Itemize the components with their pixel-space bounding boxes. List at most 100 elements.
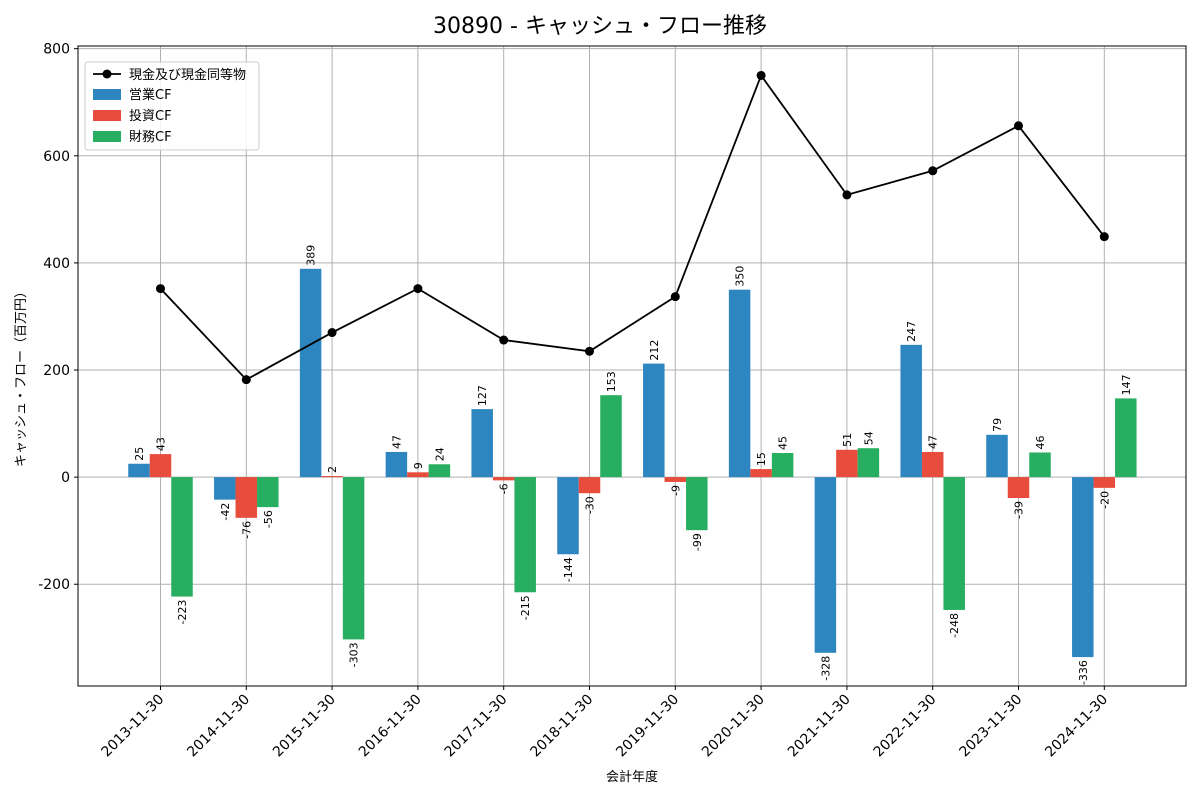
bar-財務CF	[600, 395, 622, 478]
cash-line-point	[928, 166, 938, 176]
bar-value-label: -76	[240, 521, 253, 539]
cash-line-point	[241, 375, 251, 385]
y-tick-label: 800	[43, 42, 70, 58]
bar-value-label: 389	[305, 245, 318, 266]
plot-frame	[77, 45, 1187, 687]
x-tick-label: 2024-11-30	[1042, 692, 1111, 761]
bar-営業CF	[728, 289, 751, 478]
legend-label: 現金及び現金同等物	[129, 67, 246, 83]
legend-swatch	[93, 131, 121, 142]
cash-line-point	[499, 335, 509, 345]
bar-投資CF	[235, 477, 258, 518]
legend-label: 財務CF	[129, 130, 172, 145]
bar-value-label: -144	[562, 557, 575, 582]
bar-value-label: 247	[905, 321, 918, 342]
bar-営業CF	[214, 477, 236, 500]
legend-label: 営業CF	[129, 87, 172, 103]
bar-財務CF	[1029, 452, 1051, 478]
cash-line-point	[327, 328, 337, 338]
cash-line-path	[159, 73, 1106, 381]
legend-line-marker	[102, 69, 112, 79]
bar-value-label: -9	[669, 485, 682, 496]
bar-value-label: -215	[519, 595, 532, 620]
legend-swatch	[93, 110, 121, 121]
chart-title: 30890 - キャッシュ・フロー推移	[433, 14, 767, 39]
cash-line-point	[585, 346, 594, 356]
bar-財務CF	[771, 453, 794, 478]
y-tick-label: 200	[43, 363, 70, 379]
bar-投資CF	[407, 472, 429, 478]
bar-value-label: -30	[584, 496, 597, 514]
y-tick-label: 400	[43, 256, 70, 272]
data-labels: 25-4238947127-144212350-32824779-33643-7…	[133, 245, 1133, 685]
bar-財務CF	[171, 477, 193, 597]
cash-line	[156, 70, 1109, 385]
bar-財務CF	[514, 477, 536, 593]
bar-value-label: 212	[648, 340, 661, 361]
bar-営業CF	[557, 477, 579, 555]
bar-value-label: 25	[133, 447, 146, 461]
bar-value-label: 127	[476, 385, 489, 406]
x-tick-label: 2021-11-30	[785, 692, 854, 761]
bar-value-label: 147	[1120, 374, 1133, 395]
bar-投資CF	[836, 449, 858, 478]
cash-line-point	[1099, 232, 1109, 242]
bar-value-label: -39	[1013, 501, 1026, 519]
bar-value-label: 47	[927, 435, 940, 449]
y-axis-label: キャッシュ・フロー（百万円）	[14, 285, 29, 467]
bar-財務CF	[686, 477, 708, 531]
x-tick-label: 2018-11-30	[527, 692, 596, 761]
cash-line-point	[670, 292, 680, 302]
bar-value-label: -223	[176, 600, 189, 625]
x-tick-label: 2016-11-30	[356, 692, 425, 761]
bar-財務CF	[857, 448, 880, 478]
bar-value-label: -56	[262, 510, 275, 528]
x-tick-label: 2017-11-30	[442, 692, 511, 761]
x-tick-label: 2013-11-30	[98, 692, 167, 761]
bar-value-label: 79	[991, 418, 1004, 432]
bar-value-label: 54	[862, 431, 875, 445]
bar-value-label: 9	[412, 462, 425, 469]
x-tick-label: 2015-11-30	[270, 692, 339, 761]
bar-value-label: -99	[691, 533, 704, 551]
cash-line-point	[156, 284, 165, 294]
legend-label: 投資CF	[129, 108, 172, 124]
bars	[128, 268, 1137, 658]
bar-投資CF	[321, 476, 343, 478]
bar-投資CF	[750, 469, 772, 478]
bar-value-label: 46	[1034, 435, 1047, 449]
bar-財務CF	[943, 477, 965, 610]
bar-営業CF	[986, 434, 1008, 478]
bar-営業CF	[643, 363, 665, 478]
y-tick-label: 0	[61, 470, 70, 486]
bar-投資CF	[1093, 477, 1116, 488]
bar-value-label: 2	[326, 466, 339, 473]
x-tick-label: 2023-11-30	[956, 692, 1025, 761]
cash-line-point	[756, 70, 766, 80]
x-tick-label: 2020-11-30	[699, 692, 768, 761]
bar-財務CF	[428, 464, 451, 478]
bar-value-label: -303	[348, 642, 361, 667]
bar-value-label: 45	[777, 436, 790, 450]
x-tick-label: 2022-11-30	[871, 692, 940, 761]
bar-営業CF	[900, 344, 922, 478]
y-tick-label: -200	[38, 577, 70, 593]
bar-営業CF	[471, 409, 493, 478]
legend-swatch	[93, 89, 121, 100]
bar-営業CF	[128, 463, 150, 478]
bar-営業CF	[385, 451, 408, 478]
y-tick-label: 600	[43, 149, 70, 165]
bar-value-label: 15	[755, 452, 768, 466]
cash-line-point	[842, 190, 852, 200]
bar-営業CF	[299, 268, 322, 478]
bar-財務CF	[257, 477, 279, 508]
bar-value-label: -336	[1077, 660, 1090, 685]
bar-投資CF	[664, 477, 687, 482]
bar-value-label: -248	[948, 613, 961, 638]
bar-value-label: 350	[734, 266, 747, 287]
cash-line-point	[413, 284, 423, 294]
grid-lines	[78, 46, 1186, 686]
